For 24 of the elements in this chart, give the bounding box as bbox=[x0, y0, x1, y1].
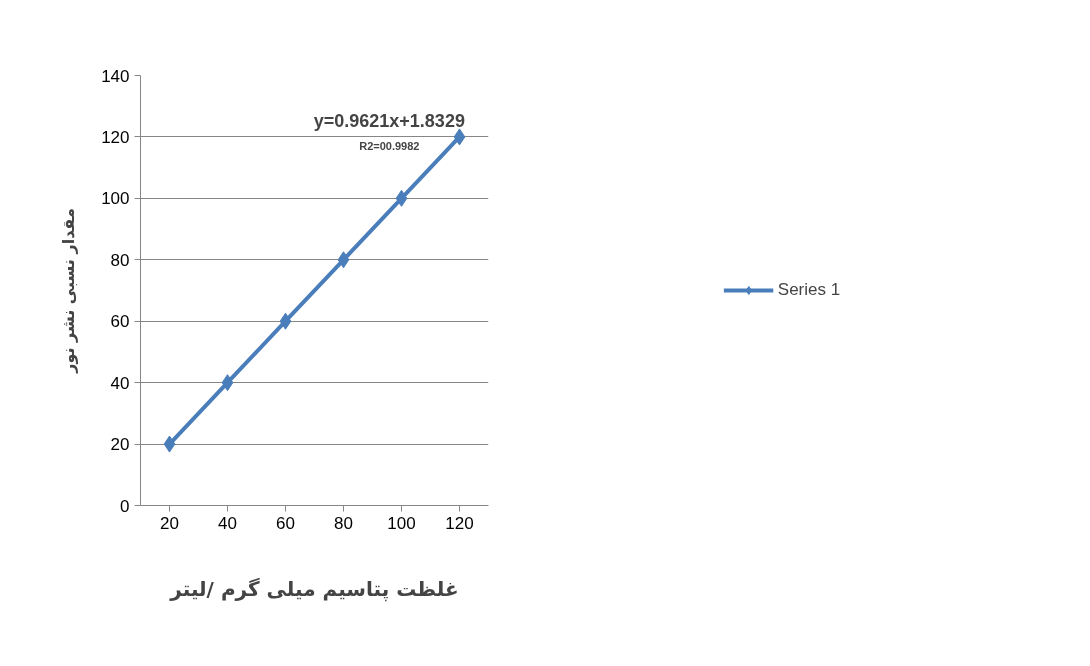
x-tick-label: 60 bbox=[276, 513, 295, 533]
y-tick-label: 0 bbox=[120, 496, 130, 516]
y-tick-label: 20 bbox=[110, 435, 130, 455]
point bbox=[163, 435, 176, 453]
x-tick-label: 80 bbox=[334, 513, 353, 533]
y-tick-label: 100 bbox=[101, 189, 130, 209]
annotation: R2=00.9982 bbox=[359, 140, 420, 153]
x-tick-label: 120 bbox=[445, 513, 474, 533]
legend-label: Series 1 bbox=[777, 280, 841, 300]
y-tick-label: 140 bbox=[101, 66, 130, 86]
y-tick-label: 40 bbox=[110, 373, 130, 393]
point bbox=[221, 374, 234, 392]
x-axis-title: غلظت پتاسیم میلی گرم /لیتر bbox=[169, 576, 459, 602]
y-tick-label: 60 bbox=[110, 312, 130, 332]
annotation: y=0.9621x+1.8329 bbox=[313, 110, 465, 131]
point bbox=[395, 189, 408, 207]
x-tick-label: 40 bbox=[218, 513, 237, 533]
y-axis-title: مقدار نسبی نشر نور bbox=[59, 208, 79, 374]
y-tick-label: 120 bbox=[101, 127, 130, 147]
point bbox=[337, 251, 350, 269]
point bbox=[279, 312, 292, 330]
y-tick-label: 80 bbox=[110, 250, 130, 270]
x-tick-label: 20 bbox=[160, 513, 179, 533]
x-tick-label: 100 bbox=[387, 513, 416, 533]
